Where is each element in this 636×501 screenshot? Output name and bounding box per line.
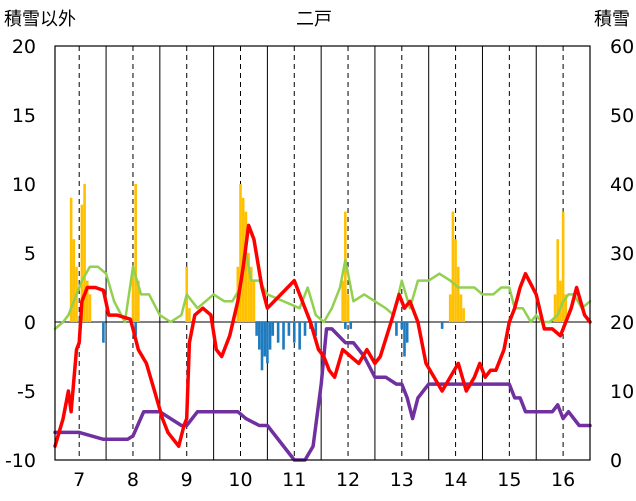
negative-bar <box>440 322 444 329</box>
negative-bar <box>102 322 105 343</box>
negative-bar <box>314 322 318 336</box>
line-series <box>53 223 592 462</box>
precip-bar <box>448 294 452 322</box>
negative-bar <box>260 322 264 371</box>
left-y-tick-label: -5 <box>17 381 36 403</box>
precip-bar <box>346 294 350 322</box>
precip-bar <box>344 211 347 322</box>
negative-bar <box>344 322 347 329</box>
x-day-tick-label: 16 <box>551 469 575 491</box>
negative-bar <box>276 322 280 343</box>
precip-bar <box>561 211 565 322</box>
negative-bar <box>349 322 353 329</box>
precip-bar <box>131 266 135 322</box>
green-line-series <box>53 251 592 331</box>
precip-bar <box>137 280 140 322</box>
negative-bar <box>266 322 269 364</box>
x-day-tick-label: 8 <box>127 469 139 491</box>
left-y-tick-label: 20 <box>12 36 36 58</box>
right-y-tick-label: 20 <box>610 312 634 334</box>
right-y-tick-label: 40 <box>610 174 634 196</box>
x-day-tick-label: 9 <box>181 469 193 491</box>
precip-bar <box>88 294 92 322</box>
precip-bar <box>564 294 568 322</box>
plot-background <box>55 46 590 460</box>
precip-bar <box>459 294 463 322</box>
negative-bar <box>405 322 409 343</box>
precip-bar <box>451 211 455 322</box>
negative-bar <box>134 322 137 336</box>
precip-bar <box>239 184 242 322</box>
negative-bar <box>395 322 398 336</box>
x-day-tick-label: 12 <box>336 469 360 491</box>
negative-bar <box>271 322 275 336</box>
negative-bar <box>298 322 301 350</box>
left-y-tick-label: 10 <box>12 174 36 196</box>
left-y-tick-label: 0 <box>24 312 36 334</box>
plot-area <box>55 46 590 460</box>
negative-bar <box>263 322 266 357</box>
negative-bar <box>403 322 406 357</box>
precip-bar <box>188 308 191 322</box>
right-y-tick-label: 50 <box>610 105 634 127</box>
negative-bar <box>292 322 296 343</box>
plot-border <box>54 45 591 461</box>
precip-bar <box>341 280 344 322</box>
precip-bar <box>556 239 560 322</box>
left-y-tick-label: -10 <box>5 450 36 472</box>
negative-bar <box>258 322 261 350</box>
left-axis-title: 積雪以外 <box>4 9 76 30</box>
right-y-tick-label: 10 <box>610 381 634 403</box>
red-line-series <box>53 223 592 448</box>
negative-bar <box>303 322 307 336</box>
right-axis-title: 積雪 <box>594 9 630 30</box>
negative-bar <box>287 322 291 336</box>
right-y-tick-label: 0 <box>610 450 622 472</box>
right-y-tick-label: 30 <box>610 243 634 265</box>
x-day-tick-label: 13 <box>390 469 414 491</box>
precip-bar <box>83 184 86 322</box>
negative-bar <box>255 322 258 336</box>
precip-bar <box>454 239 457 322</box>
x-day-tick-label: 11 <box>282 469 306 491</box>
negative-bar <box>400 322 404 329</box>
negative-bar <box>268 322 272 350</box>
right-y-tick-label: 60 <box>610 36 634 58</box>
precip-bar <box>85 280 89 322</box>
left-y-tick-label: 5 <box>24 243 36 265</box>
precip-bar <box>252 280 256 322</box>
x-day-tick-label: 14 <box>443 469 467 491</box>
x-day-tick-label: 15 <box>497 469 521 491</box>
x-day-tick-label: 7 <box>73 469 85 491</box>
precip-bar <box>244 211 248 322</box>
precip-bar <box>247 253 250 322</box>
chart-title: 二戸 <box>296 9 332 30</box>
precip-bar <box>559 280 562 322</box>
precip-bar <box>456 266 460 322</box>
x-day-tick-label: 10 <box>228 469 252 491</box>
precip-bar <box>69 197 73 322</box>
negative-bar <box>282 322 285 350</box>
precip-bar <box>249 266 253 322</box>
precip-bar <box>134 184 137 322</box>
precip-bar <box>462 308 465 322</box>
precip-bar <box>553 294 557 322</box>
plot-frame <box>54 45 591 461</box>
precip-bar <box>80 204 84 322</box>
left-y-tick-label: 15 <box>12 105 36 127</box>
precip-bar <box>72 239 76 322</box>
